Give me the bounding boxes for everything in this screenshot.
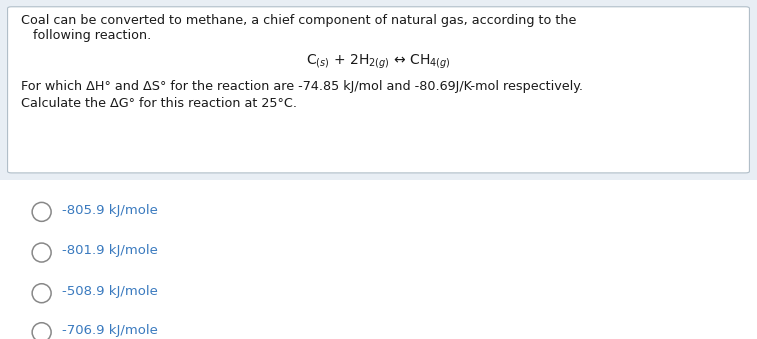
- FancyBboxPatch shape: [8, 7, 749, 173]
- Text: For which ΔH° and ΔS° for the reaction are -74.85 kJ/mol and -80.69J/K-mol respe: For which ΔH° and ΔS° for the reaction a…: [21, 80, 583, 93]
- Ellipse shape: [32, 284, 51, 303]
- Text: Coal can be converted to methane, a chief component of natural gas, according to: Coal can be converted to methane, a chie…: [21, 14, 577, 26]
- Bar: [0, 180, 757, 339]
- Bar: [0, 0, 757, 180]
- Ellipse shape: [32, 323, 51, 339]
- Text: Calculate the ΔG° for this reaction at 25°C.: Calculate the ΔG° for this reaction at 2…: [21, 97, 298, 109]
- Text: C$_{(s)}$ + 2H$_{2(g)}$ ↔ CH$_{4(g)}$: C$_{(s)}$ + 2H$_{2(g)}$ ↔ CH$_{4(g)}$: [306, 53, 451, 71]
- Ellipse shape: [32, 202, 51, 221]
- Text: -801.9 kJ/mole: -801.9 kJ/mole: [63, 244, 158, 257]
- Text: -508.9 kJ/mole: -508.9 kJ/mole: [63, 285, 158, 298]
- Text: -805.9 kJ/mole: -805.9 kJ/mole: [63, 204, 158, 217]
- Text: -706.9 kJ/mole: -706.9 kJ/mole: [63, 324, 158, 337]
- Ellipse shape: [32, 243, 51, 262]
- Text: following reaction.: following reaction.: [21, 29, 151, 42]
